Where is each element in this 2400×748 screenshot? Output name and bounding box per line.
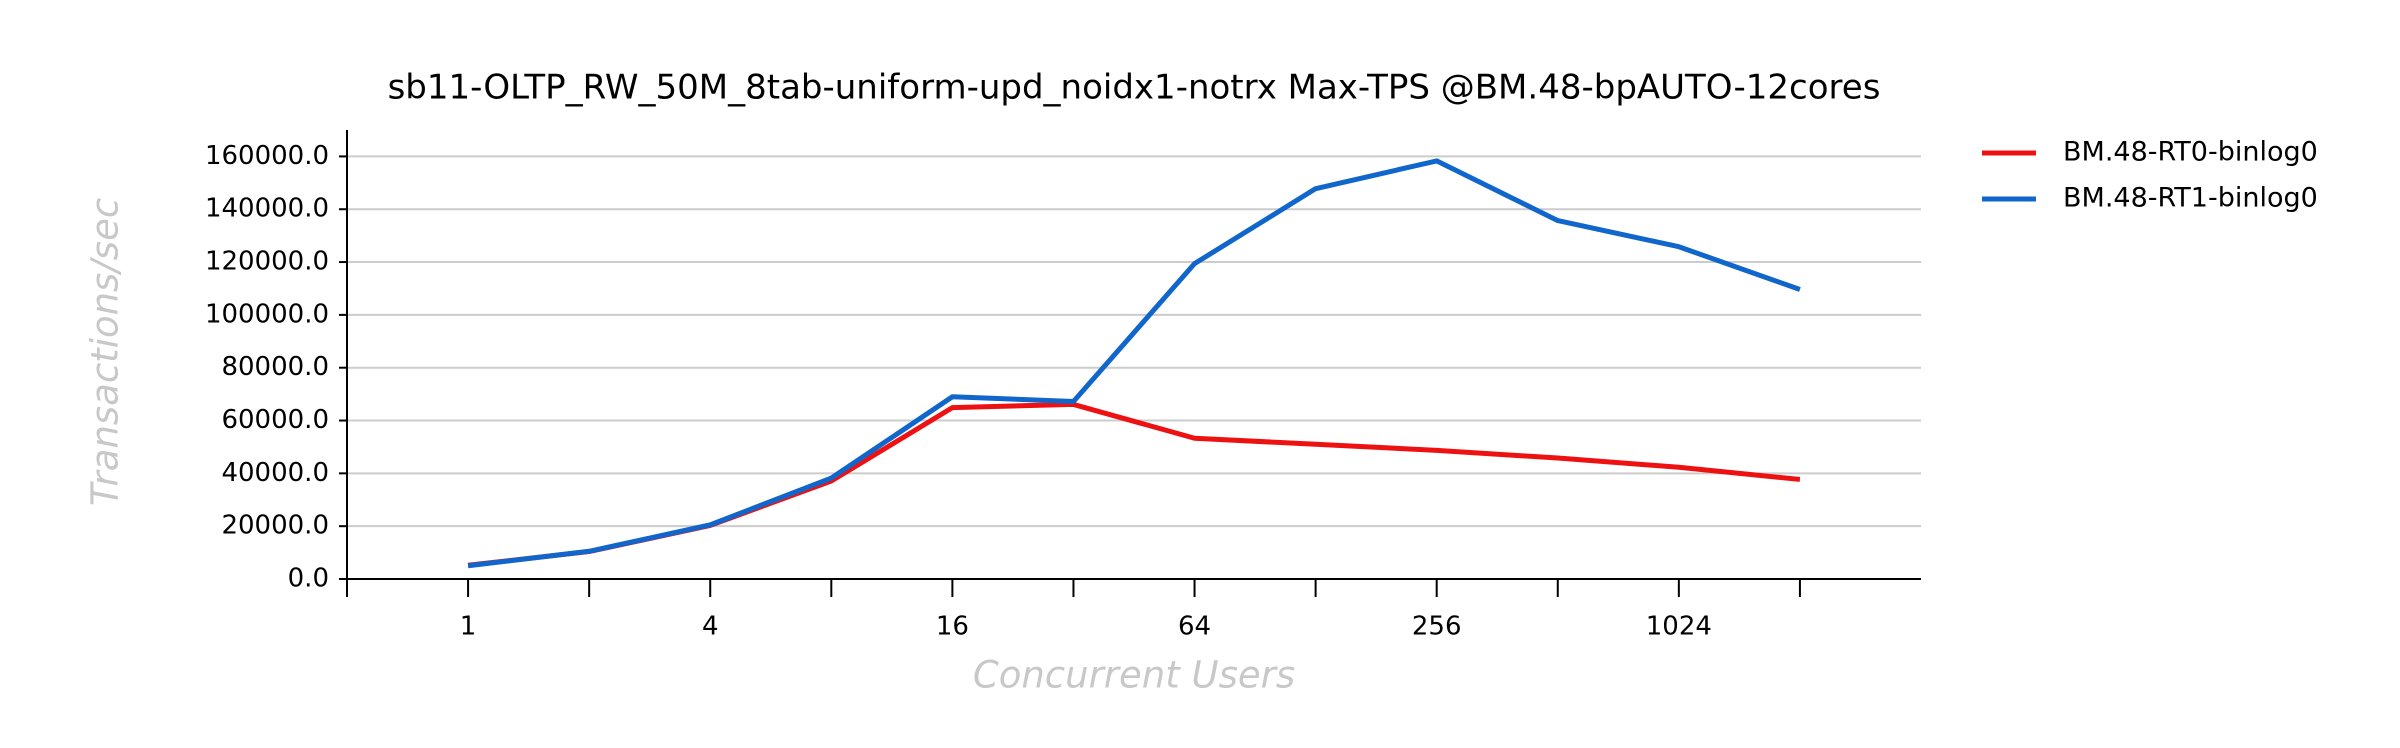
y-tick-label: 160000.0 <box>205 141 329 171</box>
legend-label: BM.48-RT1-binlog0 <box>2063 183 2318 214</box>
y-tick-label: 0.0 <box>288 564 329 594</box>
y-tick-label: 20000.0 <box>221 511 329 541</box>
series-line <box>467 158 1801 569</box>
chart-title: sb11-OLTP_RW_50M_8tab-uniform-upd_noidx1… <box>388 68 1881 108</box>
x-tick-label: 4 <box>702 612 719 642</box>
x-tick-label: 256 <box>1412 612 1462 642</box>
x-axis-label: Concurrent Users <box>973 654 1295 697</box>
series-line <box>467 401 1801 568</box>
x-tick-label: 64 <box>1178 612 1211 642</box>
y-axis-label: Transactions/sec <box>84 198 127 506</box>
x-tick-label: 16 <box>936 612 969 642</box>
y-tick-label: 100000.0 <box>205 299 329 329</box>
y-tick-label: 120000.0 <box>205 247 329 277</box>
y-tick-label: 40000.0 <box>221 458 329 488</box>
y-tick-label: 80000.0 <box>221 352 329 382</box>
x-tick-label: 1024 <box>1646 612 1712 642</box>
y-tick-label: 140000.0 <box>205 194 329 224</box>
legend-label: BM.48-RT0-binlog0 <box>2063 137 2318 168</box>
x-tick-label: 1 <box>460 612 477 642</box>
y-tick-label: 60000.0 <box>221 405 329 435</box>
